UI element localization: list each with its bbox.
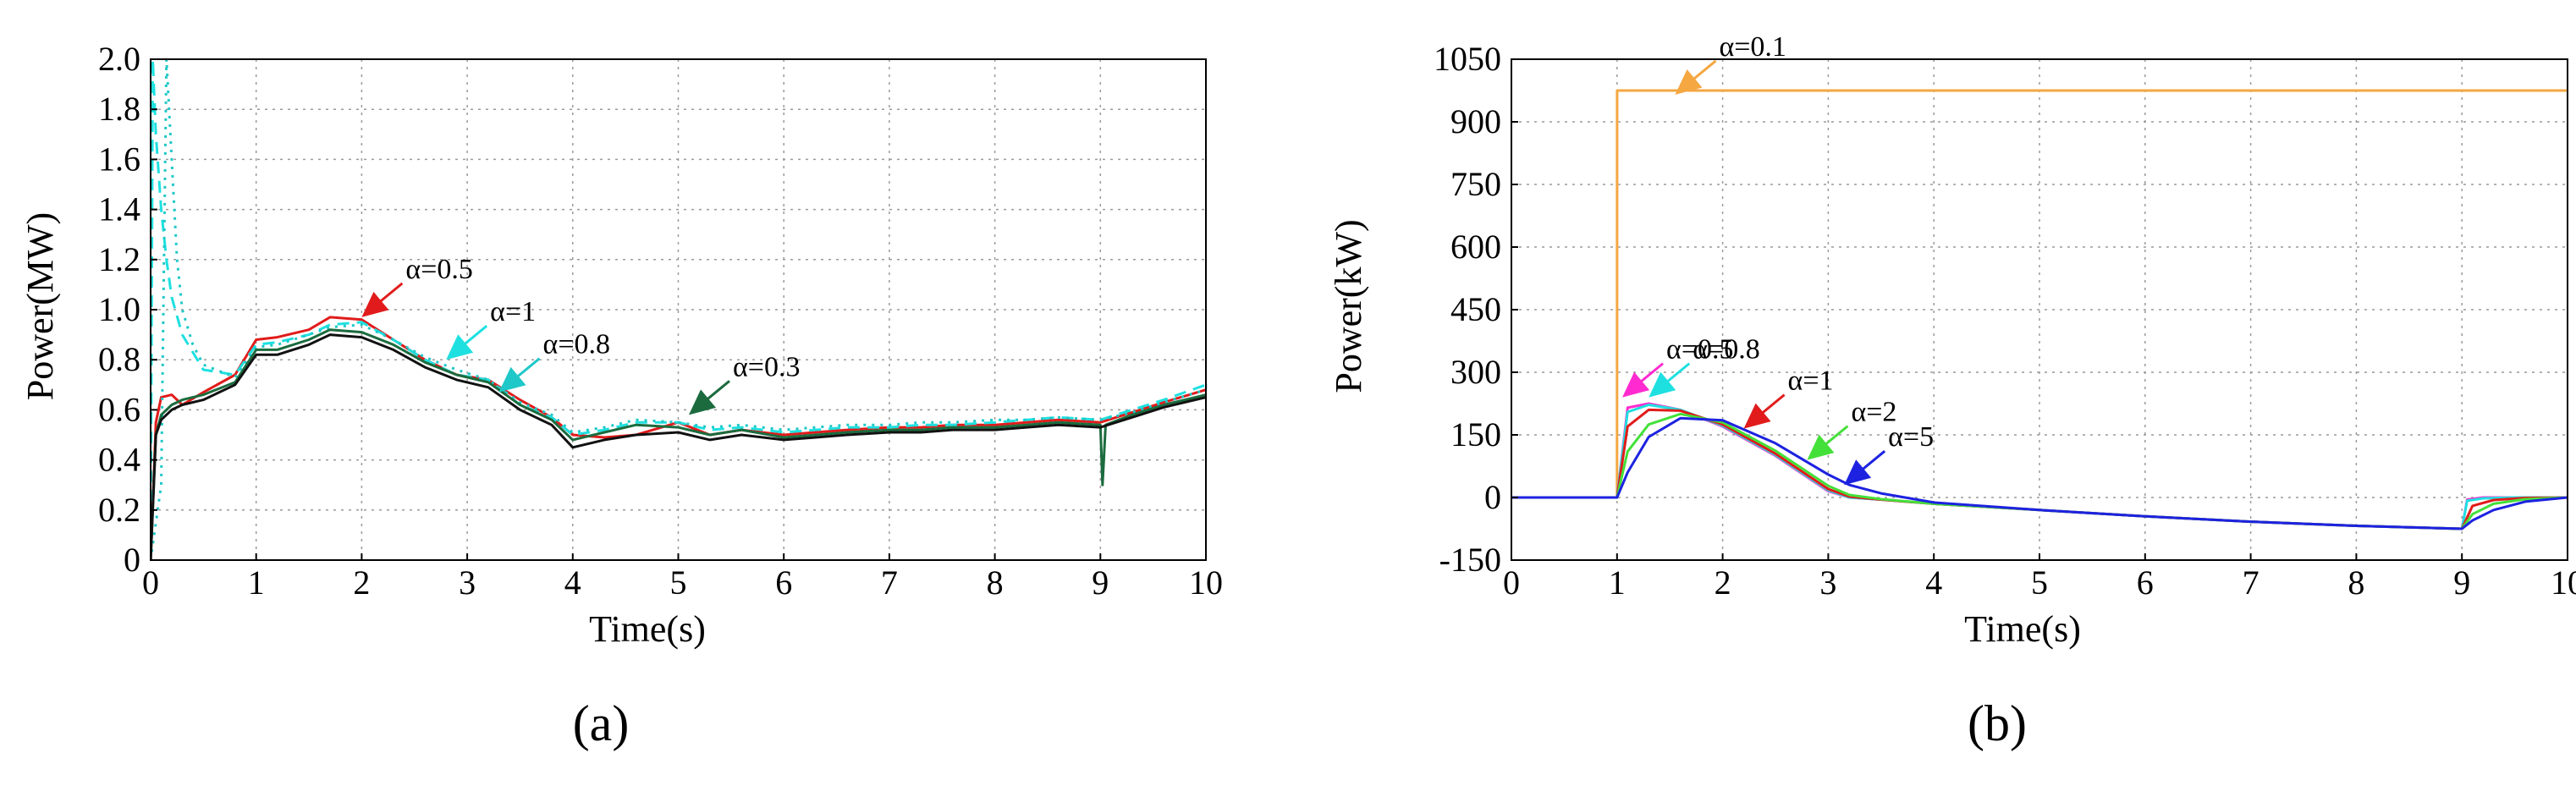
y-tick-label: 0.8: [98, 340, 140, 378]
x-tick-label: 7: [881, 563, 898, 602]
x-tick-label: 2: [353, 563, 370, 602]
annotation-arrow-head: [1844, 459, 1872, 486]
y-tick-label: 1.4: [98, 190, 140, 228]
annotation-label: α=0.1: [1719, 31, 1786, 63]
panel-a-series: [151, 59, 1206, 560]
panel-b-y-axis-label: Power(kW): [1328, 219, 1369, 393]
x-tick-label: 4: [564, 563, 581, 602]
x-tick-label: 3: [459, 563, 476, 602]
y-tick-label: 0: [1484, 478, 1501, 516]
panel-a-chart: 0 1 2 3 4 5 6 7 8 9 10 00.20.40.60.81.01.21.41.61.…: [19, 40, 1223, 751]
x-tick-label: 10: [2551, 563, 2576, 602]
annotation-label: α=0.5: [1666, 334, 1734, 366]
x-tick-label: 8: [2348, 563, 2364, 602]
panel-b-annotations: α=0.1 α=0.5α=0.8 α=1 α=2α=5: [1622, 31, 1934, 486]
series-line-0-3: [151, 328, 1206, 560]
annotation-arrow-head: [1649, 371, 1676, 398]
y-tick-label: 1.2: [98, 240, 140, 278]
series-line-base: [151, 333, 1206, 560]
x-tick-label: 7: [2243, 563, 2260, 602]
x-tick-label: 8: [987, 563, 1004, 602]
y-tick-label: 1.0: [98, 290, 140, 328]
annotation-arrow-head: [1675, 69, 1703, 95]
panel-b-series: [1511, 89, 2568, 530]
series-line-0-5: [151, 316, 1206, 560]
annotation-label: α=0.8: [543, 329, 611, 360]
panel-a-y-ticks: 0 0.2 0.4 0.6 0.8 1.0 1.2 1.4 1.6 1.8 2.0: [98, 40, 157, 579]
panel-a-x-ticks: 0 1 2 3 4 5 6 7 8 9 10: [142, 553, 1223, 602]
x-tick-label: 10: [1189, 563, 1223, 602]
x-tick-label: 5: [2031, 563, 2048, 602]
panel-a-label: (a): [573, 695, 630, 751]
annotation-arrow-head: [446, 334, 474, 360]
annotation-label: α=0.8: [1693, 334, 1760, 366]
annotation-label: α=0.5: [405, 254, 473, 285]
y-tick-label: -150: [1439, 541, 1501, 579]
x-tick-label: 1: [1609, 563, 1626, 602]
y-tick-label: 450: [1450, 290, 1501, 328]
x-tick-label: 2: [1715, 563, 1731, 602]
annotation-label: α=1: [490, 296, 536, 327]
annotation-label: α=1: [1788, 366, 1834, 397]
y-tick-label: 750: [1450, 165, 1501, 203]
y-tick-label: 900: [1450, 102, 1501, 140]
annotation-label: α=0.3: [733, 351, 801, 382]
series-line-0-8: [151, 59, 1206, 560]
x-tick-label: 0: [142, 563, 159, 602]
y-tick-label: 0: [124, 541, 140, 579]
x-tick-label: 3: [1819, 563, 1836, 602]
y-tick-label: 0.4: [98, 441, 140, 479]
annotation-arrow-head: [1807, 434, 1835, 460]
panel-b-chart: 0 1 2 3 4 5 6 7 8 9 10 -15001503004506007509001050…: [1328, 31, 2576, 751]
x-tick-label: 1: [248, 563, 265, 602]
panel-b-x-ticks: 0 1 2 3 4 5 6 7 8 9 10: [1503, 553, 2576, 602]
panel-a-annotations: α=0.5 α=1α=0.8 α=0.3: [361, 254, 800, 415]
y-tick-label: 300: [1450, 353, 1501, 391]
annotation-arrow-head: [498, 366, 526, 393]
panel-b-x-axis-label: Time(s): [1964, 608, 2081, 650]
annotation-label: α=2: [1851, 397, 1896, 428]
x-tick-label: 5: [670, 563, 687, 602]
annotation-arrow-head: [361, 291, 389, 317]
x-tick-label: 6: [2137, 563, 2154, 602]
series-line-2: [1511, 412, 2568, 530]
x-tick-label: 9: [1092, 563, 1109, 602]
y-tick-label: 0.2: [98, 491, 140, 529]
x-tick-label: 9: [2453, 563, 2470, 602]
y-tick-label: 150: [1450, 415, 1501, 453]
x-tick-label: 6: [775, 563, 792, 602]
annotation-arrow-head: [1622, 371, 1650, 398]
y-tick-label: 600: [1450, 228, 1501, 266]
panel-b-label: (b): [1968, 695, 2027, 751]
y-tick-label: 1050: [1434, 40, 1501, 78]
panel-b-grid: [1511, 59, 2568, 560]
annotation-arrow-head: [1743, 403, 1771, 429]
series-line-5: [1511, 416, 2568, 530]
panel-b-y-ticks: -150 0 150 300 450 600 750 900 1050: [1434, 40, 1518, 579]
series-line-1: [151, 59, 1206, 560]
x-tick-label: 4: [1925, 563, 1942, 602]
y-tick-label: 0.6: [98, 390, 140, 428]
y-tick-label: 1.6: [98, 140, 140, 178]
annotation-label: α=5: [1888, 421, 1934, 453]
y-tick-label: 1.8: [98, 90, 140, 128]
panel-a-grid: [151, 59, 1206, 560]
panel-a-x-axis-label: Time(s): [589, 608, 706, 650]
x-tick-label: 0: [1503, 563, 1520, 602]
y-tick-label: 2.0: [98, 40, 140, 78]
annotation-arrow-head: [688, 389, 716, 415]
panel-a-y-axis-label: Power(MW): [19, 212, 61, 400]
